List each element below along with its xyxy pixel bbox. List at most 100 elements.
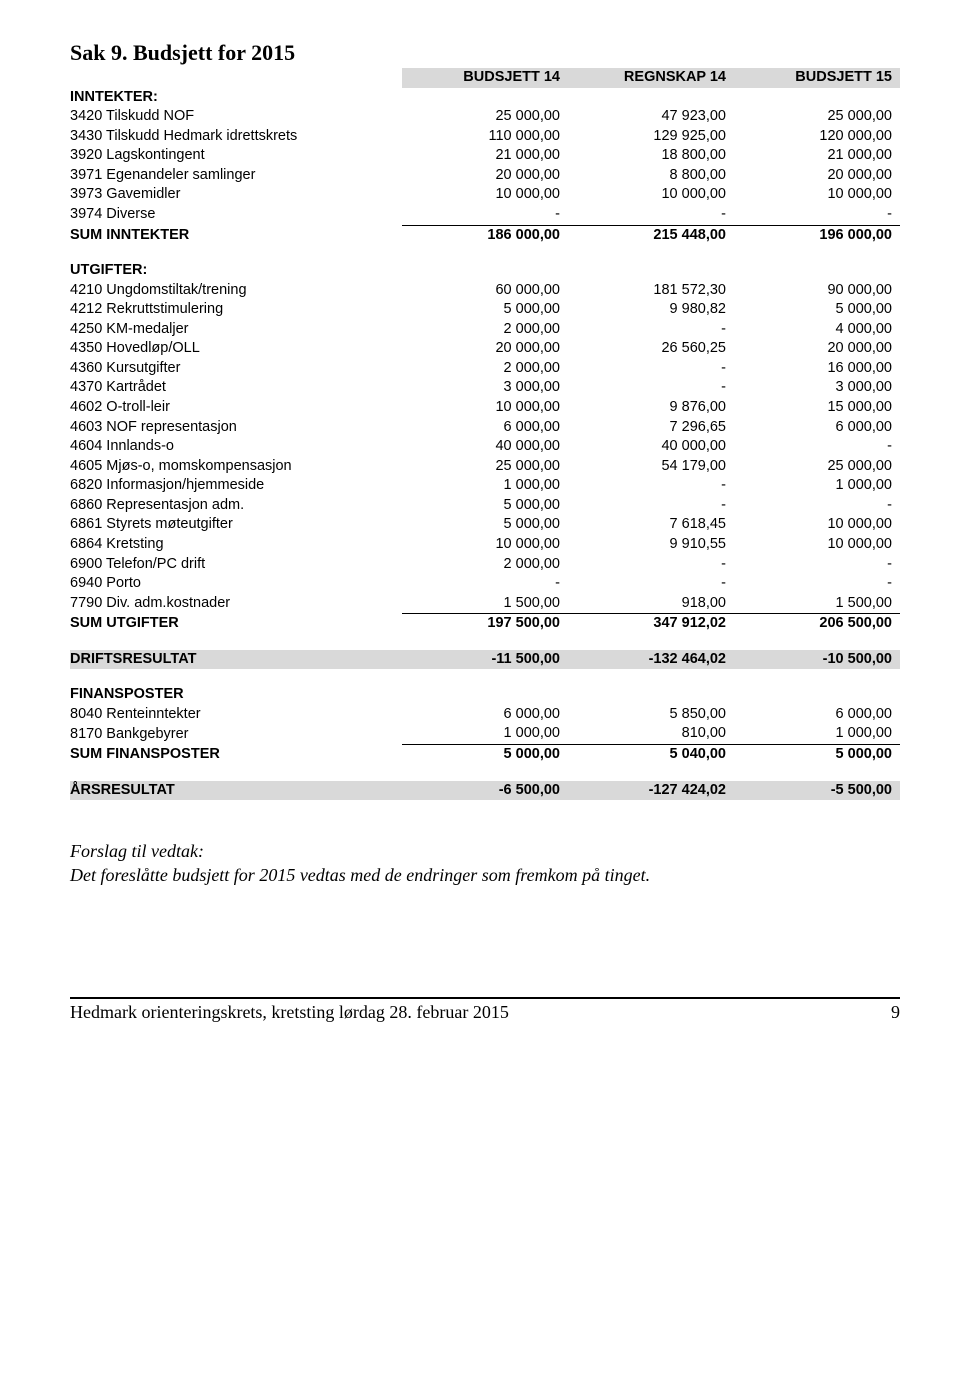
row-value: 1 500,00	[734, 594, 900, 614]
row-value: 810,00	[568, 724, 734, 744]
table-row: 8040 Renteinntekter6 000,005 850,006 000…	[70, 705, 900, 725]
table-row: 6820 Informasjon/hjemmeside1 000,00-1 00…	[70, 476, 900, 496]
table-row: 4603 NOF representasjon6 000,007 296,656…	[70, 418, 900, 438]
row-value: 2 000,00	[402, 320, 568, 340]
row-value: 4 000,00	[734, 320, 900, 340]
row-value: 10 000,00	[734, 515, 900, 535]
row-value: 8 800,00	[568, 166, 734, 186]
table-row: 6900 Telefon/PC drift2 000,00--	[70, 555, 900, 575]
row-value: -	[568, 205, 734, 225]
row-value: 3 000,00	[734, 378, 900, 398]
row-label: 8040 Renteinntekter	[70, 705, 402, 725]
table-row: 4210 Ungdomstiltak/trening60 000,00181 5…	[70, 281, 900, 301]
row-value: 21 000,00	[734, 146, 900, 166]
row-value: 18 800,00	[568, 146, 734, 166]
forslag-line2: Det foreslåtte budsjett for 2015 vedtas …	[70, 864, 900, 887]
row-label: 6864 Kretsting	[70, 535, 402, 555]
row-value: 10 000,00	[402, 398, 568, 418]
row-value: 2 000,00	[402, 555, 568, 575]
row-value: 918,00	[568, 594, 734, 614]
row-value: 10 000,00	[402, 185, 568, 205]
col-header: REGNSKAP 14	[568, 68, 734, 88]
row-value: -	[734, 205, 900, 225]
row-label: 3430 Tilskudd Hedmark idrettskrets	[70, 127, 402, 147]
row-value: -	[568, 496, 734, 516]
forslag-block: Forslag til vedtak: Det foreslåtte budsj…	[70, 840, 900, 887]
footer-text: Hedmark orienteringskrets, kretsting lør…	[70, 1002, 509, 1023]
row-value: 25 000,00	[402, 107, 568, 127]
sum-row: SUM UTGIFTER 197 500,00 347 912,02 206 5…	[70, 614, 900, 634]
table-row: 4360 Kursutgifter2 000,00-16 000,00	[70, 359, 900, 379]
table-row: 4604 Innlands-o40 000,0040 000,00-	[70, 437, 900, 457]
row-value: 21 000,00	[402, 146, 568, 166]
row-label: 4370 Kartrådet	[70, 378, 402, 398]
row-value: -	[402, 574, 568, 594]
table-row: 4370 Kartrådet3 000,00-3 000,00	[70, 378, 900, 398]
row-value: 5 000,00	[734, 300, 900, 320]
row-label: 3920 Lagskontingent	[70, 146, 402, 166]
forslag-line1: Forslag til vedtak:	[70, 840, 900, 863]
row-label: 4350 Hovedløp/OLL	[70, 339, 402, 359]
row-value: 5 000,00	[402, 515, 568, 535]
row-value: 1 000,00	[402, 724, 568, 744]
row-value: 25 000,00	[734, 457, 900, 477]
row-value: 40 000,00	[402, 437, 568, 457]
row-label: 4360 Kursutgifter	[70, 359, 402, 379]
page-title: Sak 9. Budsjett for 2015	[70, 40, 900, 66]
table-row: 4602 O-troll-leir10 000,009 876,0015 000…	[70, 398, 900, 418]
table-row: 4250 KM-medaljer2 000,00-4 000,00	[70, 320, 900, 340]
row-value: 20 000,00	[734, 166, 900, 186]
col-header: BUDSJETT 15	[734, 68, 900, 88]
row-value: -	[734, 555, 900, 575]
row-value: 7 296,65	[568, 418, 734, 438]
row-value: 120 000,00	[734, 127, 900, 147]
row-value: -	[568, 320, 734, 340]
row-value: 20 000,00	[402, 166, 568, 186]
row-value: 6 000,00	[734, 418, 900, 438]
table-row: 3920 Lagskontingent21 000,0018 800,0021 …	[70, 146, 900, 166]
row-label: 6900 Telefon/PC drift	[70, 555, 402, 575]
row-value: 10 000,00	[402, 535, 568, 555]
row-label: 4604 Innlands-o	[70, 437, 402, 457]
row-value: -	[568, 574, 734, 594]
row-label: 4602 O-troll-leir	[70, 398, 402, 418]
row-value: 110 000,00	[402, 127, 568, 147]
row-value: 15 000,00	[734, 398, 900, 418]
row-value: 47 923,00	[568, 107, 734, 127]
row-label: 3973 Gavemidler	[70, 185, 402, 205]
page-number: 9	[891, 1002, 900, 1023]
column-header-row: BUDSJETT 14 REGNSKAP 14 BUDSJETT 15	[70, 68, 900, 88]
row-value: 3 000,00	[402, 378, 568, 398]
row-label: 3971 Egenandeler samlinger	[70, 166, 402, 186]
table-row: 4605 Mjøs-o, momskompensasjon 25 000,0054…	[70, 457, 900, 477]
driftsresultat-row: DRIFTSRESULTAT -11 500,00 -132 464,02 -1…	[70, 650, 900, 670]
row-value: 54 179,00	[568, 457, 734, 477]
row-label: 7790 Div. adm.kostnader	[70, 594, 402, 614]
table-row: 4212 Rekruttstimulering5 000,009 980,825…	[70, 300, 900, 320]
row-value: 6 000,00	[402, 418, 568, 438]
row-label: 3974 Diverse	[70, 205, 402, 225]
row-value: 10 000,00	[568, 185, 734, 205]
table-row: 6940 Porto---	[70, 574, 900, 594]
row-label: 4605 Mjøs-o, momskompensasjon	[70, 457, 402, 477]
row-value: 1 000,00	[734, 724, 900, 744]
row-label: 6940 Porto	[70, 574, 402, 594]
table-row: 6860 Representasjon adm.5 000,00--	[70, 496, 900, 516]
table-row: 3973 Gavemidler10 000,0010 000,0010 000,…	[70, 185, 900, 205]
row-value: 7 618,45	[568, 515, 734, 535]
row-value: -	[734, 574, 900, 594]
budget-table: BUDSJETT 14 REGNSKAP 14 BUDSJETT 15 INNT…	[70, 68, 900, 800]
table-row: 6864 Kretsting10 000,009 910,5510 000,00	[70, 535, 900, 555]
row-value: 129 925,00	[568, 127, 734, 147]
row-value: 16 000,00	[734, 359, 900, 379]
row-value: -	[734, 437, 900, 457]
row-value: 1 000,00	[734, 476, 900, 496]
row-label: 6860 Representasjon adm.	[70, 496, 402, 516]
row-value: 9 876,00	[568, 398, 734, 418]
section-header: FINANSPOSTER	[70, 685, 900, 705]
row-label: 8170 Bankgebyrer	[70, 724, 402, 744]
row-value: -	[568, 378, 734, 398]
row-label: 4212 Rekruttstimulering	[70, 300, 402, 320]
aarsresultat-row: ÅRSRESULTAT -6 500,00 -127 424,02 -5 500…	[70, 781, 900, 801]
row-value: 20 000,00	[402, 339, 568, 359]
